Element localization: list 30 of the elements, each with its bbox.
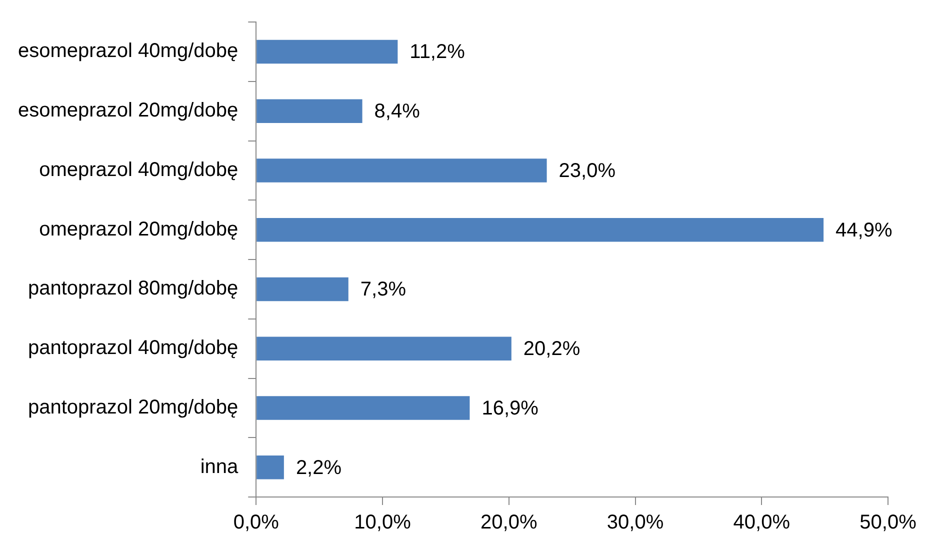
data-label: 8,4%	[374, 100, 420, 123]
y-tick-label: esomeprazol 40mg/dobę	[18, 40, 238, 62]
data-label: 44,9%	[836, 219, 892, 242]
x-tick-label: 10,0%	[354, 512, 412, 534]
y-tick-label: pantoprazol 80mg/dobę	[28, 278, 238, 300]
x-tick-label: 40,0%	[733, 512, 790, 534]
bar	[256, 277, 348, 302]
bar	[256, 218, 824, 242]
x-tick-label: 20,0%	[480, 512, 538, 534]
y-tick-label: inna	[200, 456, 240, 478]
x-tick-label: 0,0%	[233, 512, 280, 534]
data-label: 7,3%	[360, 278, 406, 301]
bar	[256, 336, 512, 360]
y-tick-label: pantoprazol 20mg/dobę	[28, 396, 238, 418]
data-label: 23,0%	[558, 160, 616, 182]
data-label: 16,9%	[482, 397, 539, 420]
x-tick-label: 50,0%	[860, 512, 917, 534]
bar	[256, 455, 284, 480]
y-tick-label: omeprazol 40mg/dobę	[39, 158, 238, 181]
y-tick-label: pantoprazol 40mg/dobę	[28, 337, 238, 360]
y-tick-label: omeprazol 20mg/dobę	[39, 218, 238, 240]
data-label: 20,2%	[523, 338, 580, 360]
bar	[256, 40, 398, 64]
y-tick-label: esomeprazol 20mg/dobę	[18, 100, 238, 122]
bar	[256, 158, 547, 182]
x-tick-label: 30,0%	[606, 512, 664, 534]
bar	[256, 99, 362, 123]
data-label: 11,2%	[410, 41, 466, 64]
bar	[256, 396, 470, 420]
data-label: 2,2%	[296, 456, 342, 479]
